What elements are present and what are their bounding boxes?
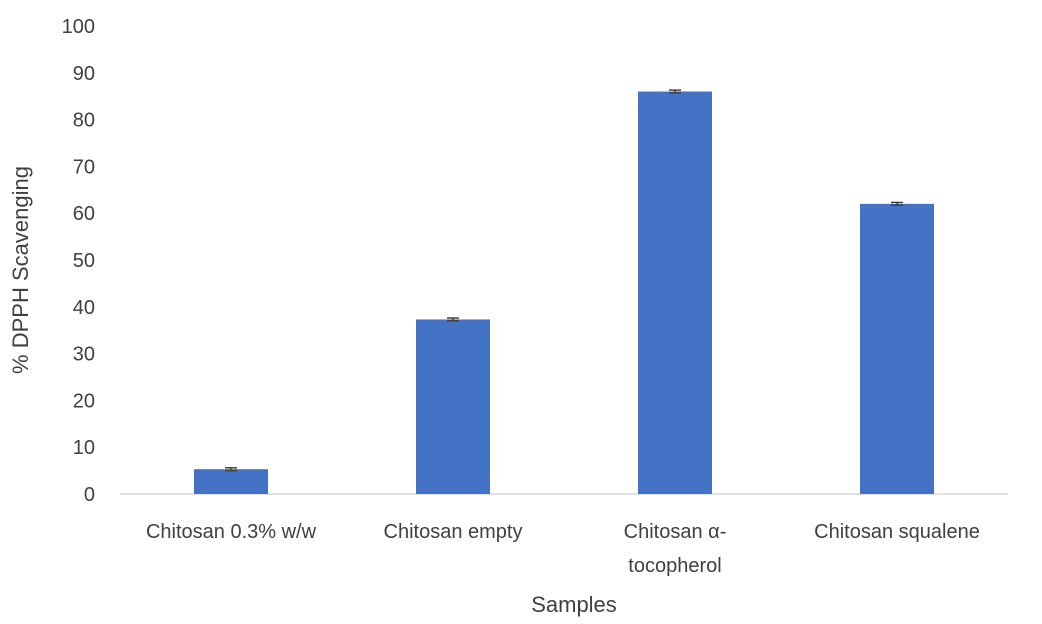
y-tick-label: 20 xyxy=(73,390,95,412)
error-bar xyxy=(447,317,459,322)
x-category-label: Chitosan squalene xyxy=(814,521,980,543)
bars xyxy=(194,91,934,495)
y-tick-label: 40 xyxy=(73,297,95,319)
y-axis-title: % DPPH Scavenging xyxy=(8,166,33,374)
bar xyxy=(860,203,934,494)
y-tick-label: 80 xyxy=(73,110,95,132)
error-bars xyxy=(225,89,903,472)
x-category-label: Chitosan α-tocopherol xyxy=(624,521,727,577)
y-tick-label: 60 xyxy=(73,203,95,225)
x-category-label-line: Chitosan 0.3% w/w xyxy=(146,521,317,543)
error-bar xyxy=(891,201,903,206)
y-axis-ticks: 0 10 20 30 40 50 60 70 80 90 100 xyxy=(62,16,95,506)
y-tick-label: 70 xyxy=(73,156,95,178)
bar xyxy=(638,91,712,495)
x-axis-category-labels: Chitosan 0.3% w/w Chitosan empty Chitosan … xyxy=(146,521,980,577)
bar xyxy=(194,469,268,494)
y-tick-label: 30 xyxy=(73,344,95,366)
x-category-label-line: Chitosan α- xyxy=(624,521,727,543)
x-category-label-line: Chitosan empty xyxy=(384,521,523,543)
x-category-label-line: tocopherol xyxy=(628,555,721,577)
x-axis-title: Samples xyxy=(531,592,617,617)
x-category-label: Chitosan 0.3% w/w xyxy=(146,521,317,543)
y-tick-label: 100 xyxy=(62,16,95,38)
x-category-label: Chitosan empty xyxy=(384,521,523,543)
y-tick-label: 50 xyxy=(73,250,95,272)
y-tick-label: 10 xyxy=(73,437,95,459)
x-category-label-line: Chitosan squalene xyxy=(814,521,980,543)
error-bar xyxy=(225,467,237,472)
y-tick-label: 0 xyxy=(84,484,95,506)
y-tick-label: 90 xyxy=(73,63,95,85)
bar xyxy=(416,319,490,494)
error-bar xyxy=(669,89,681,94)
